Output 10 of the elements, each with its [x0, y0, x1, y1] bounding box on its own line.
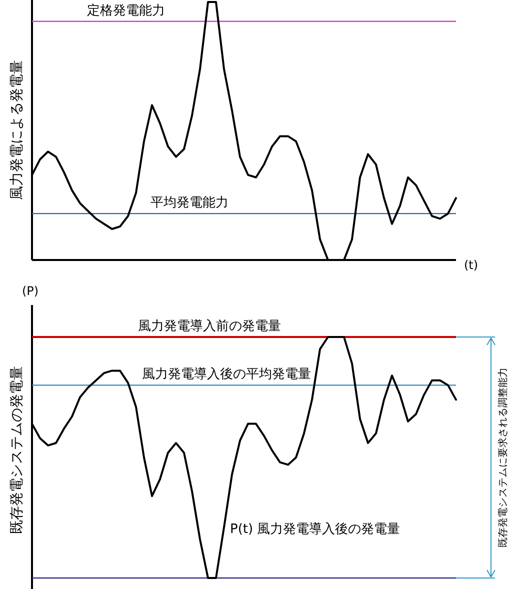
- ref-line-label: 平均発電能力: [150, 196, 229, 211]
- text: 既存発電システムに要求される調整能力: [497, 368, 509, 548]
- y-axis-title: 既存発電システムの発電量: [9, 366, 25, 534]
- y-axis-title: 風力発電による発電量: [9, 60, 25, 200]
- ref-line-label: 定格発電能力: [87, 3, 166, 18]
- text: (P): [22, 284, 39, 298]
- ref-line-label: 風力発電導入後の平均発電量: [142, 367, 312, 382]
- x-axis-title: (t): [464, 258, 478, 272]
- annotation: P(t) 風力発電導入後の発電量: [230, 522, 400, 537]
- ref-line-label: 風力発電導入前の発電量: [138, 319, 281, 334]
